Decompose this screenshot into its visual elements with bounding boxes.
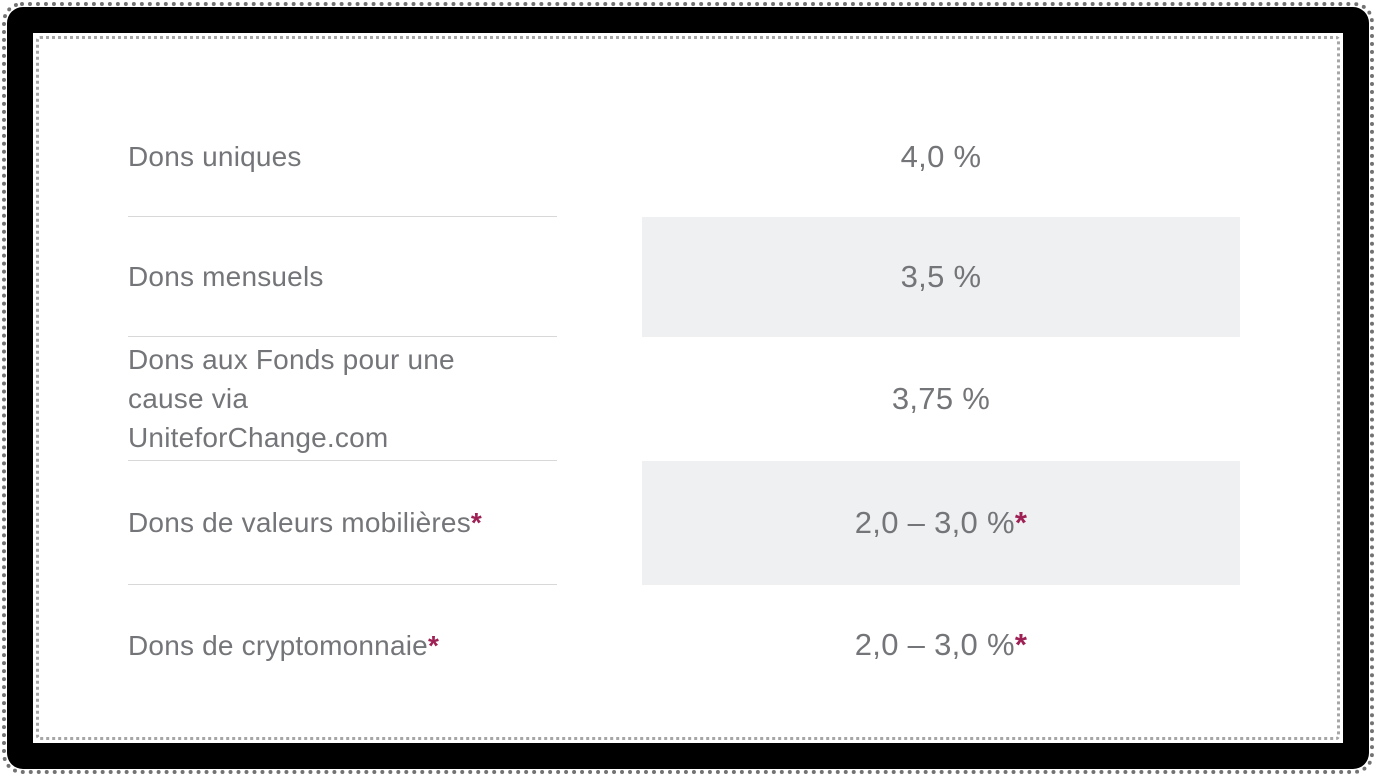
fee-value: 3,5 % [642, 217, 1240, 337]
value-asterisk: * [1014, 627, 1028, 662]
label-asterisk: * [427, 629, 440, 661]
table-row: Dons de cryptomonnaie* 2,0 – 3,0 %* [128, 585, 1240, 705]
fee-value: 3,75 % [642, 337, 1240, 461]
fee-label: Dons mensuels [128, 217, 557, 337]
fee-label: Dons uniques [128, 97, 557, 217]
fee-value-text: 2,0 – 3,0 %* [854, 505, 1028, 540]
donation-fees-table: Dons uniques 4,0 % Dons mensuels 3,5 % D… [128, 97, 1240, 705]
table-row: Dons mensuels 3,5 % [128, 217, 1240, 337]
fee-value-text: 3,5 % [900, 259, 982, 294]
fee-label-text: Dons aux Fonds pour une cause via Unitef… [128, 344, 455, 453]
fee-value: 4,0 % [642, 97, 1240, 217]
fee-label-text: Dons de cryptomonnaie* [128, 629, 440, 661]
value-asterisk: * [1014, 505, 1028, 540]
label-asterisk: * [470, 507, 483, 538]
fee-value-text: 4,0 % [900, 139, 982, 174]
fee-label-text: Dons uniques [128, 141, 302, 172]
fee-value-text: 2,0 – 3,0 %* [854, 627, 1028, 662]
fee-label: Dons de valeurs mobilières* [128, 461, 557, 585]
table-row: Dons uniques 4,0 % [128, 97, 1240, 217]
fee-label-text: Dons de valeurs mobilières* [128, 507, 483, 538]
fee-value: 2,0 – 3,0 %* [642, 461, 1240, 585]
fee-label-text: Dons mensuels [128, 261, 324, 292]
fee-value-text: 3,75 % [891, 381, 991, 416]
fee-label: Dons de cryptomonnaie* [128, 585, 557, 705]
table-row: Dons de valeurs mobilières* 2,0 – 3,0 %* [128, 461, 1240, 585]
fee-label: Dons aux Fonds pour une cause via Unitef… [128, 337, 557, 461]
fee-value: 2,0 – 3,0 %* [642, 585, 1240, 705]
table-row: Dons aux Fonds pour une cause via Unitef… [128, 337, 1240, 461]
